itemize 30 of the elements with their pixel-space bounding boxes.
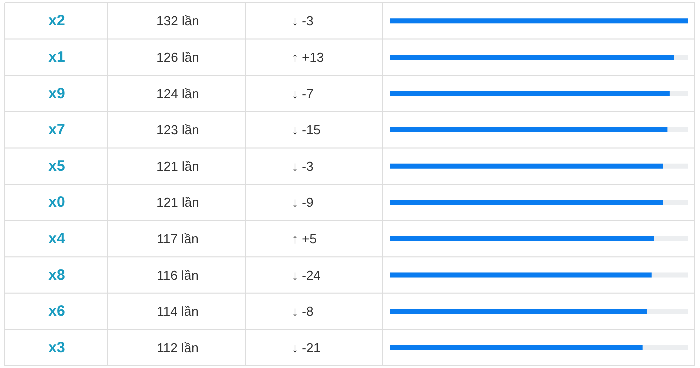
data-label: 112 lần [157,340,199,356]
text: ↓ -3 [292,158,314,174]
y-tick-label: x5 [48,158,66,175]
y-tick-label: x7 [48,122,66,139]
text: ↓ -3 [292,14,314,29]
text: ↓ -7 [292,86,314,102]
text: ↓ -21 [292,340,321,356]
y-tick-label: x0 [48,194,66,212]
y-tick-label: x9 [48,85,66,102]
y-tick-label: x3 [48,339,66,356]
text: ↓ -8 [292,304,314,320]
data-label: 124 lần [156,86,200,102]
data-label: 132 lần [156,14,200,29]
text: ↓ -9 [292,195,314,210]
data-label: 121 lần [156,158,200,174]
text: ↓ -15 [292,122,321,138]
y-tick-label: x2 [48,12,66,30]
y-tick-label: x6 [48,303,66,320]
y-tick-label: x8 [48,266,66,284]
text: ↑ +5 [292,231,317,246]
data-label: 126 lần [156,50,200,65]
text: ↑ +13 [292,50,324,65]
data-label: 121 lần [156,195,200,210]
data-label: 123 lần [156,122,200,138]
data-label: 117 lần [157,231,199,246]
data-label: 116 lần [157,268,199,283]
y-tick-label: x1 [48,48,66,66]
text: ↓ -24 [292,268,321,283]
y-tick-label: x4 [48,230,66,248]
data-label: 114 lần [157,304,199,320]
